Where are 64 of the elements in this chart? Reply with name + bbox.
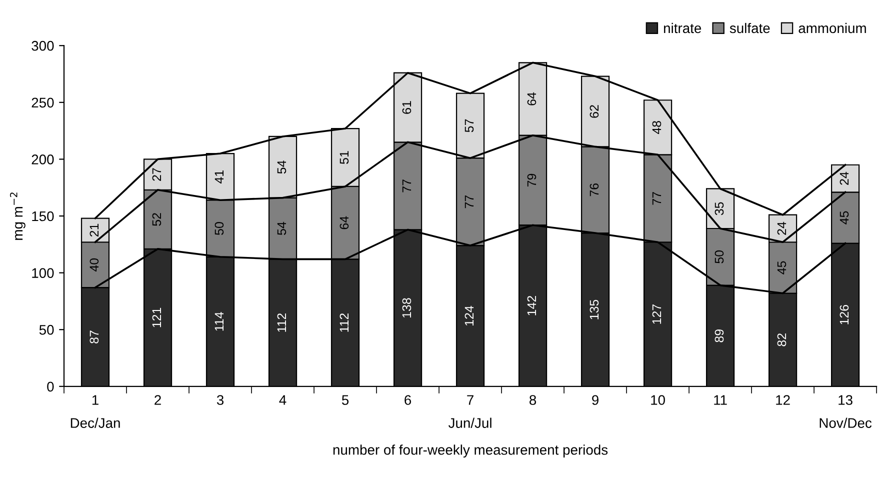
data-label: 50	[214, 222, 224, 235]
x-tick-label: 8	[530, 395, 536, 405]
data-label: 64	[527, 92, 536, 106]
data-label: 112	[277, 313, 286, 332]
data-label: 54	[277, 222, 286, 235]
x-tick-label: 13 Nov/Dec	[820, 395, 872, 428]
data-label: 64	[340, 216, 349, 230]
data-label: 138	[402, 298, 412, 318]
y-tick-label: 0	[47, 382, 54, 392]
data-label: 54	[277, 160, 286, 174]
data-label: 77	[652, 192, 662, 205]
data-label: 24	[840, 172, 849, 185]
data-label: 121	[152, 308, 161, 328]
x-tick-label: 3	[216, 395, 224, 405]
data-label: 112	[340, 313, 349, 332]
x-tick-label: 12	[776, 395, 790, 405]
data-label: 76	[590, 183, 599, 196]
data-label: 24	[777, 222, 786, 235]
data-label: 114	[214, 312, 224, 331]
x-tick-label: 7 Jun/Jul	[448, 395, 492, 428]
data-label: 61	[402, 101, 412, 114]
y-axis-title: mg m$^{−2}$	[10, 192, 26, 240]
data-label: 87	[90, 330, 99, 344]
data-label: 51	[340, 151, 349, 164]
data-label: 77	[402, 180, 412, 192]
y-tick-label: 300	[32, 40, 54, 51]
data-label: 45	[777, 261, 786, 274]
data-label: 127	[652, 304, 662, 324]
y-tick-label: 150	[32, 211, 54, 222]
data-label: 82	[777, 334, 786, 346]
legend-label: sulfate	[730, 22, 770, 34]
data-label: 21	[90, 224, 98, 237]
data-label: 27	[152, 168, 161, 181]
x-tick-label: 1 Dec/Jan	[70, 395, 120, 428]
y-tick-label: 250	[32, 98, 54, 108]
y-tick-label: 100	[32, 268, 54, 278]
y-tick-label: 200	[32, 154, 54, 164]
legend-label: ammonium	[798, 22, 866, 34]
x-tick-label: 5	[342, 395, 349, 405]
y-tick-label: 50	[39, 324, 54, 335]
x-tick-label: 9	[592, 395, 598, 405]
data-label: 135	[590, 300, 599, 320]
data-label: 124	[464, 306, 474, 326]
x-tick-label: 4	[279, 395, 286, 405]
data-label: 35	[714, 202, 724, 216]
data-label: 142	[527, 296, 536, 316]
x-tick-label: 10	[651, 395, 665, 405]
data-label: 45	[840, 211, 849, 224]
data-label: 50	[714, 250, 724, 264]
x-tick-label: 2	[154, 395, 161, 405]
data-label: 79	[527, 174, 536, 187]
data-label: 48	[652, 120, 662, 134]
x-tick-label: 6	[404, 395, 412, 405]
data-label: 126	[840, 304, 849, 324]
data-label: 62	[590, 105, 599, 118]
data-label: 89	[714, 329, 724, 342]
data-label: 77	[464, 195, 474, 208]
data-label: 40	[90, 258, 99, 272]
data-label: 41	[214, 170, 224, 184]
x-tick-label: 11	[714, 395, 727, 405]
data-label: 57	[464, 119, 474, 132]
data-label: 52	[152, 213, 162, 226]
legend-label: nitrate	[664, 22, 702, 34]
x-axis-title: number of four-weekly measurement periods	[333, 444, 608, 458]
